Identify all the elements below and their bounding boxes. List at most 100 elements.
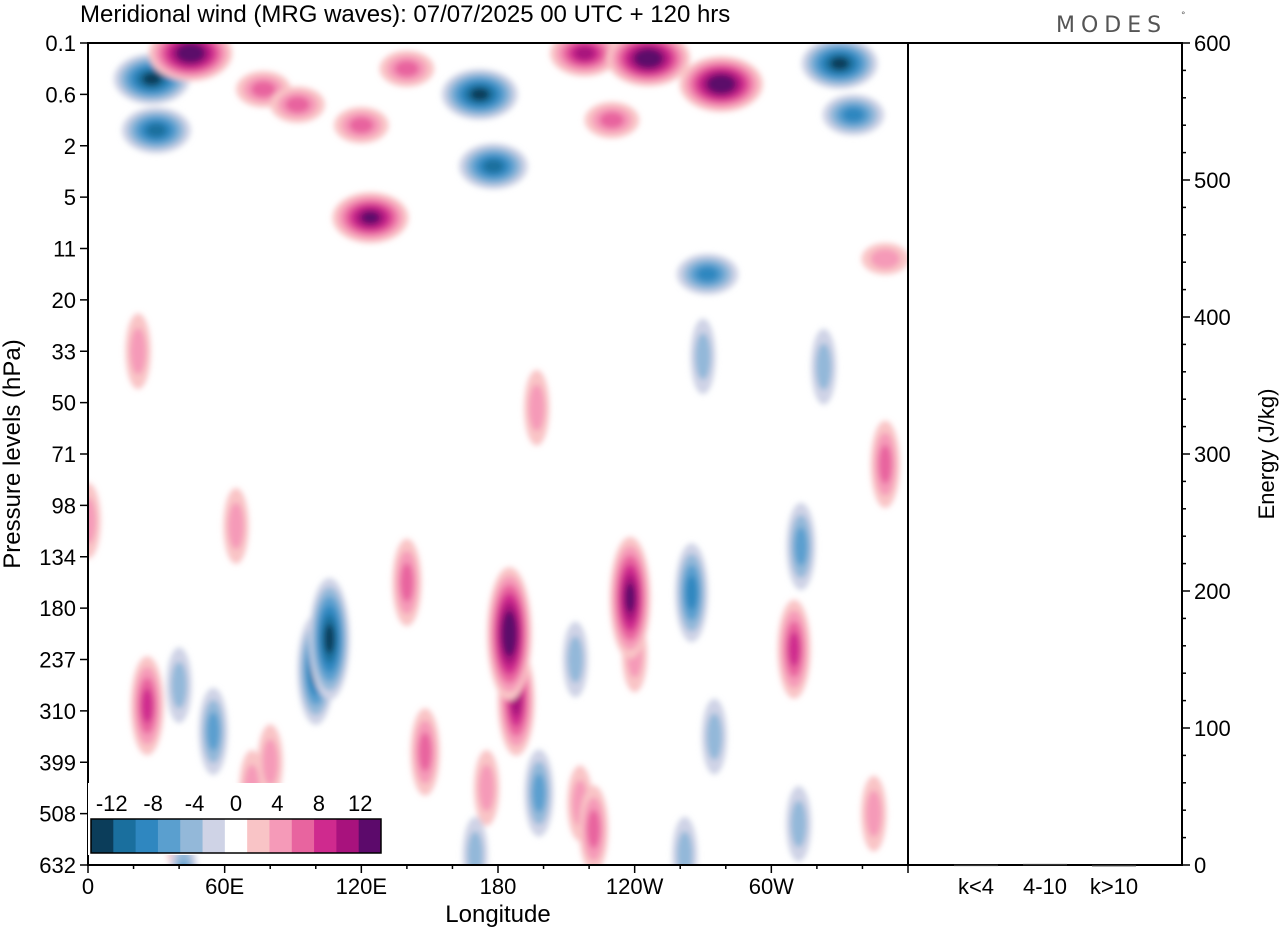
wind-feature [609,536,651,659]
colorbar-frame [90,818,382,854]
y-tick-label: 134 [39,545,76,570]
energy-category-label: k<4 [958,874,994,899]
colorbar-swatch [202,819,226,853]
contour-band [174,848,193,865]
contour-band [146,123,167,137]
colorbar-label: -12 [96,791,128,816]
wind-feature [332,192,409,244]
wind-feature [130,656,164,756]
wind-feature [811,328,837,405]
contour-band [695,333,711,380]
energy-tick-label: 200 [1194,579,1231,604]
wind-feature [822,94,885,136]
y-tick-label: 2 [64,134,76,159]
wind-feature [777,599,811,699]
wind-feature [524,369,550,446]
contour-band [324,624,335,654]
y-tick-label: 180 [39,596,76,621]
wind-feature [392,538,422,627]
wind-feature [690,318,716,395]
wind-feature [675,543,709,643]
pressure-axis: 0.1 0.6 2 5 11 20 33 50 71 98 134 180 237 310 399 508 63… [39,31,88,878]
wind-feature [125,313,151,390]
contour-band [794,527,808,566]
wind-feature [487,567,532,701]
wind-feature [334,107,389,144]
y-tick-label: 0.1 [45,31,76,56]
colorbar-label: 8 [313,791,325,816]
brand-mark: ° [1181,11,1192,21]
y-tick-label: 632 [39,853,76,878]
contour-band [706,713,723,760]
contour-band [394,60,420,77]
wind-feature [679,56,763,112]
colorbar-swatch [336,819,360,853]
energy-bar [1023,863,1067,866]
contour-band [478,764,495,812]
contour-band [285,96,310,113]
contour-band [400,563,414,602]
chart-title: Meridional wind (MRG waves): 07/07/2025 … [80,1,730,28]
contour-band [504,619,515,648]
y-tick-label: 98 [52,493,76,518]
contour-band [625,583,636,613]
wind-feature [462,816,488,865]
colorbar-swatch [180,819,204,853]
contour-band [171,661,187,709]
contour-band [567,636,584,683]
contour-band [815,343,832,390]
wind-feature [550,43,620,77]
contour-band [262,738,279,786]
wind-feature [861,242,908,275]
energy-axis: 0 100 200 300 400 500 600 [1182,31,1231,878]
x-tick-label: 120E [336,874,387,899]
colorbar-swatch [314,819,337,853]
y-tick-label: 11 [53,237,76,262]
wind-feature [441,68,518,120]
wind-feature [270,86,325,123]
x-axis-label: Longitude [445,901,550,928]
colorbar-label: -8 [143,791,163,816]
wind-feature [861,775,887,852]
colorbar-swatch [358,819,382,853]
contour-band [483,159,504,173]
colorbar-label: -4 [185,791,205,816]
wind-feature [309,577,350,700]
wind-feature [786,785,812,862]
wind-feature [473,750,500,826]
contour-band [685,575,698,610]
wind-feature [562,621,589,698]
colorbar-swatch [291,819,315,853]
wind-feature [379,50,435,87]
y-tick-label: 20 [52,288,76,313]
energy-panel: 0 100 200 300 400 500 600 k<4 4-10 k>10 [907,31,1231,899]
contour-band [878,444,892,484]
colorbar-swatch [113,819,137,853]
x-tick-label: 0 [82,874,94,899]
wind-feature [701,698,728,775]
wind-feature [410,708,440,796]
contour-band [361,211,380,224]
colorbar-label: 4 [271,791,283,816]
wind-feature [786,502,816,591]
contour-band [181,47,200,60]
energy-bars [954,863,1136,867]
y-tick-label: 0.6 [45,82,76,107]
modes-logo: MODES ° [1056,11,1192,38]
contour-band [130,327,146,375]
x-tick-label: 120W [606,874,664,899]
contour-band [532,773,546,813]
energy-category-label: k>10 [1090,874,1138,899]
energy-bar [1092,864,1136,867]
wind-feature [870,420,900,508]
y-tick-label: 310 [39,699,76,724]
contour-band [528,384,545,432]
y-tick-label: 5 [64,185,76,210]
longitude-axis: 0 60E 120E 180 120W 60W [82,865,909,899]
y-tick-label: 50 [52,391,76,416]
contour-band [228,502,244,550]
wind-feature [524,749,554,837]
wind-feature [606,43,691,87]
colorbar-swatch [157,819,181,853]
